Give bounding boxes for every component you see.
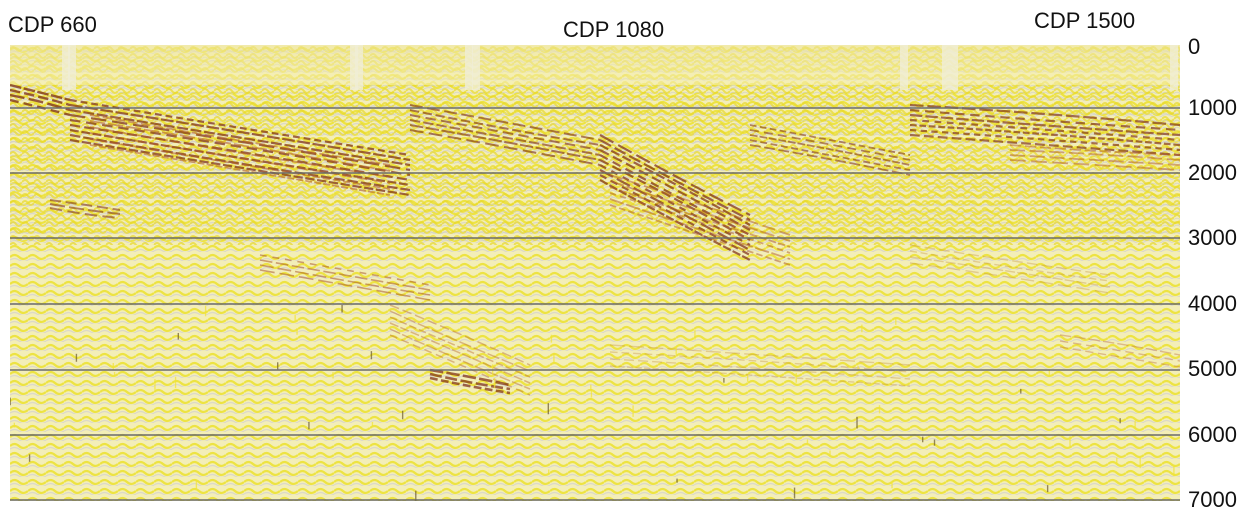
reflector-line xyxy=(599,154,751,236)
seismic-section-svg xyxy=(10,45,1180,501)
reflector-line xyxy=(609,180,791,242)
reflector-line xyxy=(10,88,71,107)
depth-tick-1000: 1000 xyxy=(1188,95,1237,120)
noise-column xyxy=(1170,45,1178,90)
reflector-line xyxy=(10,83,71,102)
reflector-line xyxy=(609,174,791,236)
reflector-line xyxy=(909,262,1111,294)
depth-tick-3000: 3000 xyxy=(1188,225,1237,250)
reflector-line xyxy=(259,254,431,286)
depth-gridlines xyxy=(10,107,1180,501)
reflector-line xyxy=(909,123,1180,147)
noise-column xyxy=(350,45,358,90)
reflector-line xyxy=(909,118,1180,142)
reflector-line xyxy=(69,128,411,187)
reflector-line xyxy=(1059,340,1180,362)
reflector-line xyxy=(609,192,791,254)
noise-column xyxy=(942,45,950,90)
noise-column xyxy=(950,45,958,90)
reflector-line xyxy=(389,316,531,378)
reflector-line xyxy=(909,250,1111,282)
reflector-line xyxy=(49,203,121,215)
reflector-line xyxy=(599,144,751,226)
reflector-line xyxy=(909,256,1111,288)
reflector-line xyxy=(609,204,791,266)
reflector-line xyxy=(89,132,391,184)
reflector-line xyxy=(749,144,911,176)
reflector-line xyxy=(89,144,391,196)
reflector-line xyxy=(389,334,531,396)
reflector-line xyxy=(409,109,601,146)
reflector-line xyxy=(909,113,1180,137)
reflector-line xyxy=(389,310,531,372)
reflector-line xyxy=(409,119,601,156)
reflector-line xyxy=(1059,334,1180,356)
reflector-line xyxy=(69,123,411,182)
reflector-line xyxy=(49,199,121,211)
noise-column xyxy=(465,45,473,90)
depth-tick-6000: 6000 xyxy=(1188,422,1237,447)
reflector-line xyxy=(69,113,411,172)
reflector-line xyxy=(69,103,411,162)
reflector-line xyxy=(49,207,121,219)
seismic-section-image xyxy=(10,45,1180,501)
reflector-line xyxy=(409,104,601,141)
reflector-line xyxy=(909,133,1180,157)
reflector-line xyxy=(909,103,1180,127)
reflector-line xyxy=(429,372,511,391)
reflector-line xyxy=(1059,346,1180,368)
depth-tick-2000: 2000 xyxy=(1188,160,1237,185)
cdp-label-middle: CDP 1080 xyxy=(563,17,665,42)
depth-tick-0: 0 xyxy=(1188,34,1201,59)
cdp-label-right: CDP 1500 xyxy=(1034,8,1136,33)
reflector-line xyxy=(409,129,601,166)
reflector-line xyxy=(609,344,911,366)
reflector-line xyxy=(909,108,1180,132)
reflector-line xyxy=(1009,149,1180,161)
reflector-line xyxy=(609,198,791,260)
reflector-line xyxy=(599,149,751,231)
reflector-line xyxy=(749,134,911,166)
reflector-line xyxy=(609,186,791,248)
depth-tick-5000: 5000 xyxy=(1188,356,1237,381)
reflector-line xyxy=(1009,154,1180,166)
reflector-line xyxy=(609,351,911,373)
seismic-traces xyxy=(10,45,1178,501)
noise-column xyxy=(472,45,480,90)
reflector-line xyxy=(259,264,431,296)
reflector-line xyxy=(69,138,411,197)
reflector-line xyxy=(749,129,911,161)
reflector-line xyxy=(409,114,601,151)
reflector-line xyxy=(749,124,911,156)
reflector-line xyxy=(1009,159,1180,171)
reflector-line xyxy=(10,93,71,112)
noise-column xyxy=(900,45,908,90)
reflector-line xyxy=(89,126,391,178)
cdp-label-left: CDP 660 xyxy=(8,12,97,37)
reflector-line xyxy=(69,108,411,167)
reflector-line xyxy=(909,128,1180,152)
reflector-line xyxy=(389,322,531,384)
noise-column xyxy=(68,45,76,90)
reflector-line xyxy=(389,328,531,390)
noise-column xyxy=(355,45,363,90)
noise-column xyxy=(62,45,70,90)
reflector-line xyxy=(409,124,601,161)
reflector-line xyxy=(909,244,1111,276)
reflector-line xyxy=(429,368,511,387)
reflector-line xyxy=(89,114,391,166)
reflector-line xyxy=(599,134,751,216)
reflector-line xyxy=(389,304,531,366)
reflector-line xyxy=(429,376,511,395)
reflector-line xyxy=(609,365,911,387)
reflector-line xyxy=(599,139,751,221)
reflector-line xyxy=(609,358,911,380)
reflector-line xyxy=(259,269,431,301)
depth-tick-4000: 4000 xyxy=(1188,291,1237,316)
reflector-line xyxy=(599,159,751,241)
reflector-line xyxy=(259,259,431,291)
reflector-line xyxy=(89,120,391,172)
reflector-line xyxy=(1009,144,1180,156)
depth-tick-7000: 7000 xyxy=(1188,487,1237,512)
